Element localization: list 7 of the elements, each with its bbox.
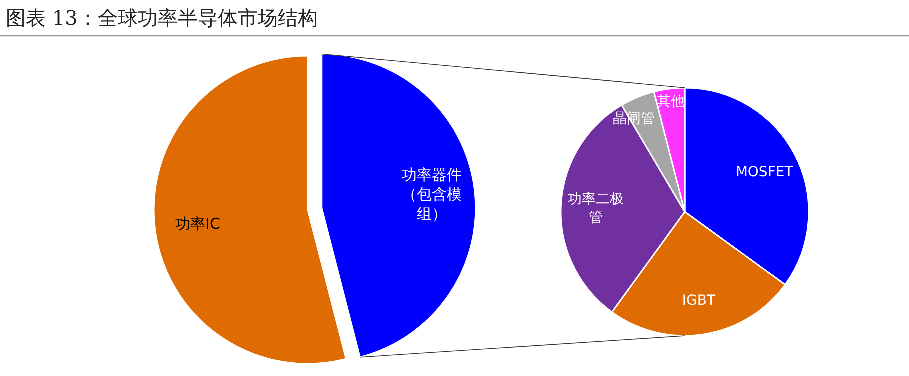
slice-label: IGBT <box>682 293 716 310</box>
slice-label: 功率二极管 <box>568 192 624 226</box>
slice-label: MOSFET <box>736 164 794 180</box>
slice-label: 功率IC <box>176 215 220 234</box>
chart-title: 图表 13：全球功率半导体市场结构 <box>6 6 318 30</box>
slice-label: 功率器件（包含模组） <box>402 166 462 224</box>
slice-label: 其他 <box>657 94 686 110</box>
